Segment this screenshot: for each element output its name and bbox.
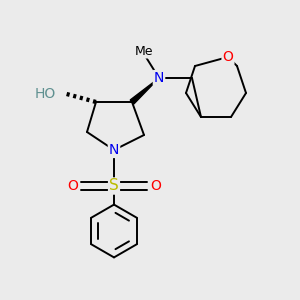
Polygon shape	[130, 78, 159, 104]
Text: N: N	[154, 71, 164, 85]
Text: O: O	[67, 179, 78, 193]
Text: O: O	[223, 50, 233, 64]
Text: N: N	[109, 143, 119, 157]
Text: O: O	[150, 179, 161, 193]
Text: S: S	[109, 178, 119, 194]
Text: HO: HO	[34, 88, 56, 101]
Text: Me: Me	[135, 44, 153, 58]
